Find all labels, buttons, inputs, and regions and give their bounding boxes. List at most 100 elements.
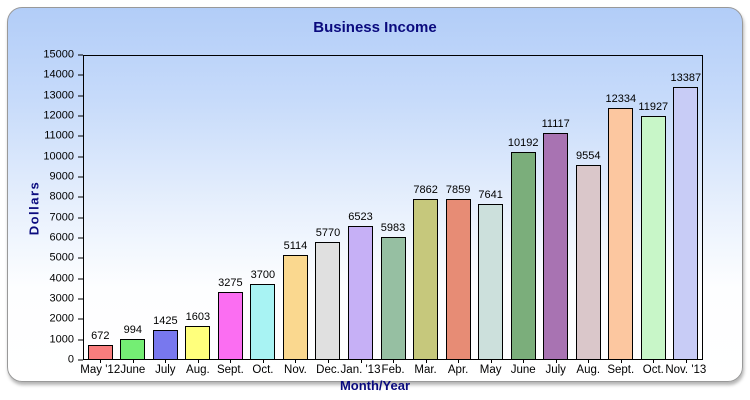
bar-slot: 5983 Feb. (377, 56, 410, 376)
bar-value-label: 994 (123, 324, 142, 336)
bar-value-label: 3700 (250, 269, 276, 281)
y-axis: 0 1000 2000 3000 4000 5000 6000 7000 8000 9000 100… (8, 49, 83, 365)
y-tick-label: 13000 (43, 89, 74, 102)
x-category-label: July (545, 364, 566, 376)
y-tick-mark (78, 359, 83, 361)
bar-slot: 11117 July (539, 56, 572, 376)
x-tick-mark (230, 359, 232, 363)
bar-slot: 994 June (117, 56, 150, 376)
bar-slot: 11927 Oct. (637, 56, 670, 376)
x-category-label: Oct. (642, 364, 664, 376)
y-tick: 4000 (50, 273, 83, 284)
bar (478, 204, 504, 359)
bar (413, 199, 439, 359)
y-tick-label: 14000 (43, 68, 74, 81)
bar (640, 116, 666, 359)
y-tick-label: 0 (67, 353, 74, 366)
bar-slot: 3700 Oct. (247, 56, 280, 376)
bar-slot: 7862 Mar. (409, 56, 442, 376)
x-tick-mark (197, 359, 199, 363)
y-tick-label: 5000 (49, 251, 74, 264)
bar-slot: 13387 Nov. '13 (665, 56, 706, 376)
y-tick: 12000 (43, 109, 83, 122)
y-tick-label: 15000 (43, 48, 74, 61)
bar (250, 284, 276, 359)
y-tick-mark (78, 115, 83, 117)
y-tick-label: 9000 (49, 170, 74, 183)
bar-slot: 10192 June (507, 56, 540, 376)
x-axis-title: Month/Year (339, 378, 411, 393)
y-tick: 7000 (50, 212, 83, 223)
bar (120, 339, 146, 359)
bar (575, 165, 601, 359)
bar-slot: 9554 Aug. (572, 56, 605, 376)
bar-value-label: 5114 (283, 240, 308, 252)
x-tick-mark (620, 359, 622, 363)
bar-value-label: 1603 (185, 311, 211, 323)
x-tick-mark (523, 359, 525, 363)
y-tick-label: 3000 (49, 292, 74, 305)
bar-slot: 12334 Sept. (605, 56, 638, 376)
y-tick-mark (78, 339, 83, 341)
y-tick: 5000 (49, 251, 83, 264)
x-category-label: May (479, 364, 502, 376)
x-category-label: June (120, 364, 146, 376)
y-tick: 0 (67, 353, 83, 366)
bar-value-label: 13387 (670, 72, 702, 84)
y-tick: 13000 (43, 90, 83, 101)
bar-value-label: 11117 (541, 118, 570, 130)
bar-slot: 1603 Aug. (182, 56, 215, 376)
bar-value-label: 5770 (315, 227, 341, 239)
x-category-label: Feb. (381, 364, 405, 376)
y-tick: 10000 (43, 151, 83, 162)
x-tick-mark (425, 359, 427, 363)
x-category-label: Nov. (284, 364, 307, 376)
bar (673, 87, 699, 359)
y-tick-mark (78, 217, 83, 219)
bar-value-label: 9554 (575, 150, 601, 162)
bar (185, 326, 211, 359)
bar-value-label: 7859 (445, 184, 471, 196)
y-tick: 9000 (49, 170, 83, 183)
y-tick: 3000 (49, 292, 83, 305)
x-tick-mark (295, 359, 297, 363)
x-category-label: July (155, 364, 176, 376)
y-tick-label: 10000 (43, 150, 74, 163)
x-category-label: Jan. '13 (340, 364, 381, 376)
x-tick-mark (262, 359, 264, 363)
bar-slot: 6523 Jan. '13 (341, 56, 381, 376)
bar-slot: 5770 Dec. (312, 56, 345, 376)
bar-slot: 7859 Apr. (442, 56, 475, 376)
bar (348, 226, 374, 359)
y-tick: 14000 (43, 68, 83, 81)
x-category-label: Nov. '13 (665, 364, 707, 376)
y-tick-mark (78, 318, 83, 320)
y-tick-mark (78, 196, 83, 198)
y-tick-mark (78, 135, 83, 137)
y-tick: 15000 (43, 48, 83, 61)
plot-area: 672 May '12 994 June 1425 July 1603 Aug. 3275 Sep… (80, 55, 706, 376)
chart-title: Business Income (313, 19, 437, 36)
x-tick-mark (685, 359, 687, 363)
bar-value-label: 12334 (605, 93, 637, 105)
y-tick-mark (78, 156, 83, 158)
chart-panel: Business Income Dollars 0 1000 2000 3000 400… (7, 7, 743, 393)
x-tick-mark (555, 359, 557, 363)
x-category-label: Oct. (252, 364, 274, 376)
y-tick: 6000 (50, 232, 83, 244)
y-tick: 1000 (50, 334, 83, 345)
x-category-label: Sept. (216, 364, 244, 376)
bar-slot: 672 May '12 (80, 56, 120, 376)
bar-slot: 1425 July (149, 56, 182, 376)
bars: 672 May '12 994 June 1425 July 1603 Aug. 3275 Sep… (80, 56, 706, 376)
bar-value-label: 5983 (380, 222, 406, 234)
x-tick-mark (132, 359, 134, 363)
bar-slot: 7641 May (474, 56, 507, 376)
y-tick-label: 12000 (43, 109, 74, 122)
bar (445, 199, 471, 359)
x-category-label: May '12 (80, 364, 121, 376)
bar (87, 345, 113, 359)
bar-value-label: 7641 (478, 189, 503, 201)
x-category-label: Aug. (576, 364, 601, 376)
